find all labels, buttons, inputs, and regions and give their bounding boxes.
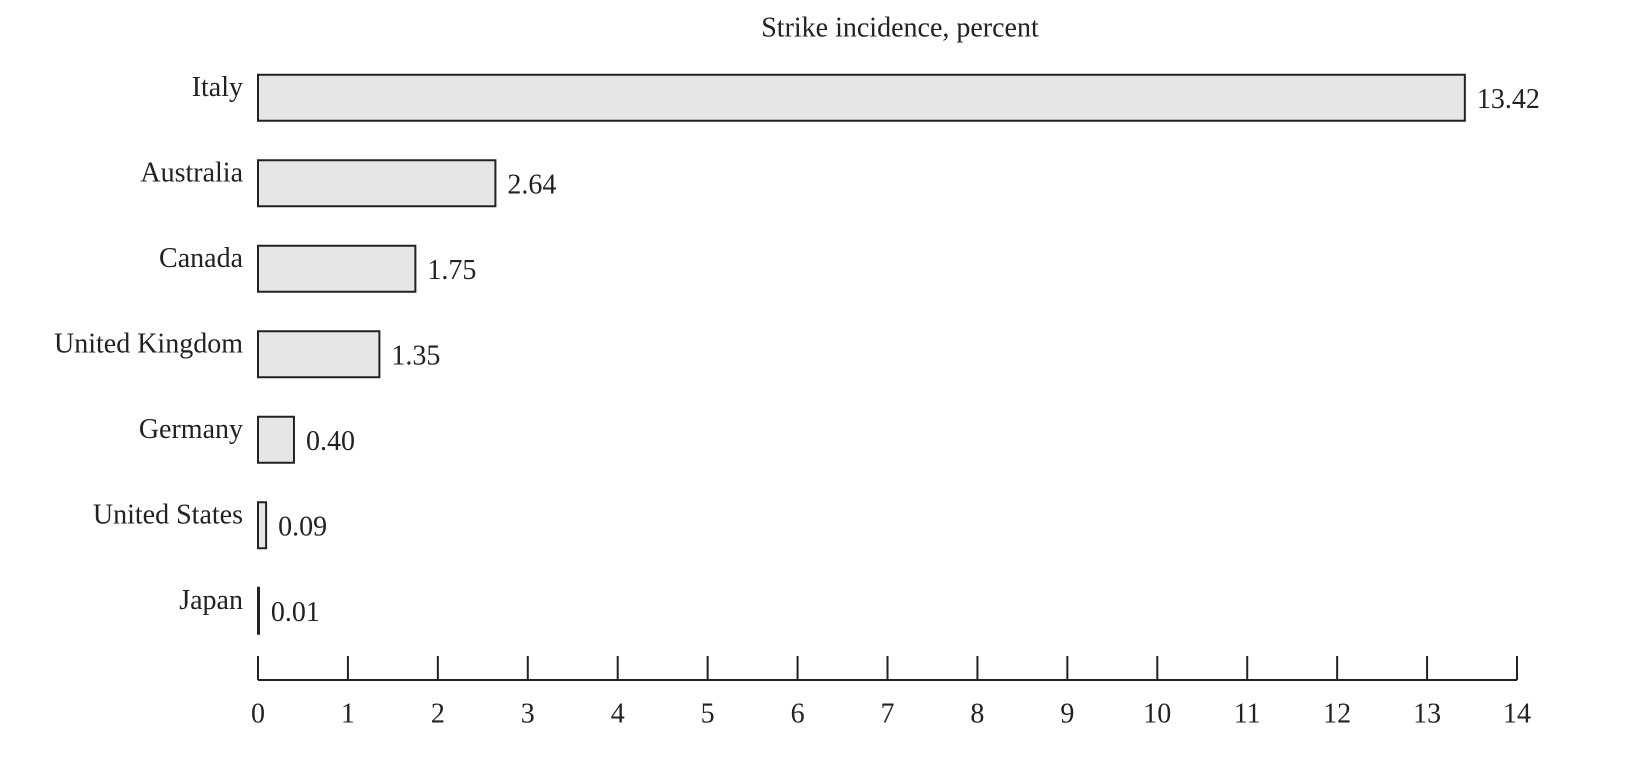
x-tick-label: 10: [1143, 698, 1171, 729]
y-tick-label: Japan: [179, 585, 243, 616]
bar: [257, 415, 295, 464]
x-tick-label: 2: [431, 698, 445, 729]
value-label: 0.09: [278, 512, 327, 543]
x-tick-label: 14: [1503, 698, 1531, 729]
value-label: 0.01: [271, 597, 320, 628]
bar: [257, 330, 381, 379]
chart-title: Strike incidence, percent: [761, 12, 1039, 43]
bar: [257, 244, 417, 293]
y-tick-label: Canada: [159, 243, 244, 274]
bar: [257, 501, 268, 550]
y-tick-label: Germany: [139, 414, 243, 445]
x-tick-label: 1: [341, 698, 355, 729]
x-tick-label: 4: [611, 698, 625, 729]
x-tick-label: 13: [1413, 698, 1441, 729]
value-label: 2.64: [507, 170, 556, 201]
y-tick-label: United States: [93, 500, 243, 531]
x-tick-label: 0: [251, 698, 265, 729]
bar: [257, 586, 260, 635]
x-tick-label: 5: [701, 698, 715, 729]
bar: [257, 159, 497, 208]
x-tick-label: 7: [881, 698, 895, 729]
x-tick-label: 12: [1323, 698, 1351, 729]
y-tick-label: United Kingdom: [54, 329, 243, 360]
x-tick-label: 8: [970, 698, 984, 729]
x-tick-label: 6: [791, 698, 805, 729]
value-label: 0.40: [306, 426, 355, 457]
bar: [257, 73, 1466, 122]
value-label: 1.75: [427, 255, 476, 286]
value-label: 1.35: [391, 341, 440, 372]
x-tick-label: 3: [521, 698, 535, 729]
y-tick-label: Italy: [192, 72, 243, 103]
x-tick-label: 9: [1060, 698, 1074, 729]
y-tick-label: Australia: [140, 158, 243, 189]
value-label: 13.42: [1477, 84, 1540, 115]
x-tick-label: 11: [1234, 698, 1261, 729]
